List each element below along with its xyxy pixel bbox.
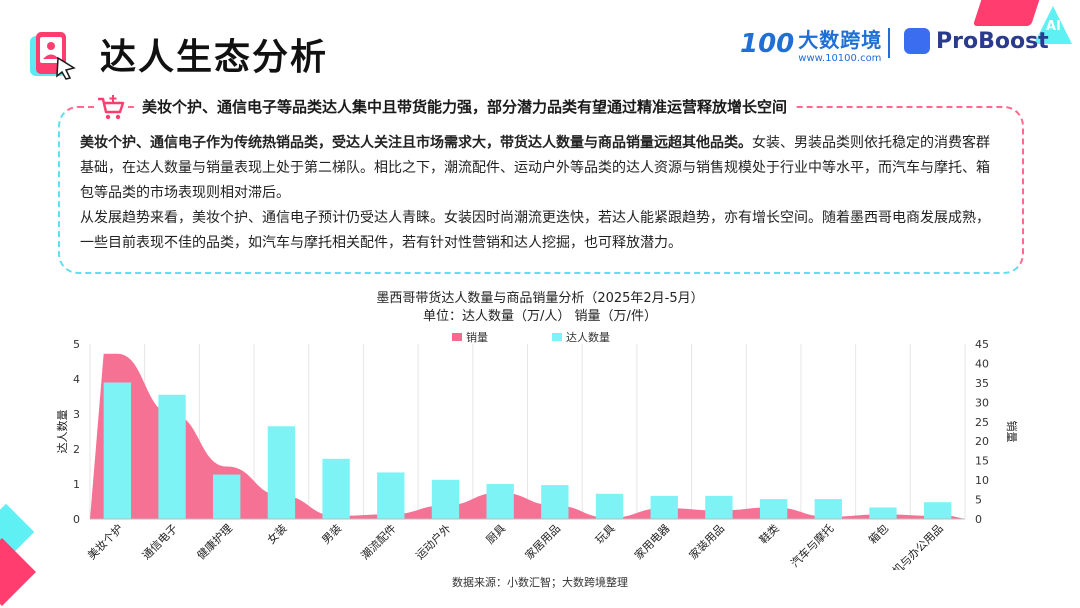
right-tick-label: 30 bbox=[975, 396, 989, 409]
right-tick-label: 20 bbox=[975, 435, 989, 448]
category-label: 健康护理 bbox=[194, 521, 235, 562]
y-axis-right-title: 销量 bbox=[1005, 421, 1019, 443]
left-tick-label: 0 bbox=[73, 513, 80, 526]
proboost-icon bbox=[904, 28, 930, 54]
chart-title: 墨西哥带货达人数量与商品销量分析（2025年2月-5月） bbox=[376, 291, 704, 306]
category-label: 通信电子 bbox=[140, 522, 180, 562]
category-label: 家装用品 bbox=[686, 521, 727, 562]
influencer-bar bbox=[869, 507, 897, 519]
left-tick-label: 2 bbox=[73, 443, 80, 456]
y-axis-title: 达人数量 bbox=[56, 410, 69, 454]
legend-label-influencers: 达人数量 bbox=[566, 331, 610, 344]
category-label: 玩具 bbox=[593, 522, 618, 547]
influencer-bar bbox=[759, 499, 788, 519]
influencer-bar bbox=[103, 382, 132, 519]
influencer-bar bbox=[705, 495, 733, 519]
right-tick-label: 40 bbox=[975, 357, 989, 370]
left-tick-label: 5 bbox=[73, 338, 80, 351]
left-tick-label: 3 bbox=[73, 408, 80, 421]
logo-url: www.10100.com bbox=[798, 53, 882, 64]
right-tick-label: 45 bbox=[975, 338, 989, 351]
category-label: 潮流配件 bbox=[358, 521, 399, 562]
dashujiajing-logo: 100 大数跨境 www.10100.com bbox=[740, 24, 882, 64]
left-tick-label: 4 bbox=[73, 373, 80, 386]
summary-bold-text: 美妆个护、通信电子作为传统热销品类，受达人关注且市场需求大，带货达人数量与商品销… bbox=[80, 135, 752, 151]
influencer-bar bbox=[213, 474, 241, 519]
right-tick-label: 0 bbox=[975, 513, 982, 526]
category-label: 家居用品 bbox=[522, 521, 563, 562]
category-label: 汽车与摩托 bbox=[788, 521, 837, 570]
category-label: 运动户外 bbox=[413, 521, 454, 562]
influencer-bar bbox=[650, 495, 678, 519]
logo-name: 大数跨境 bbox=[798, 28, 883, 52]
right-tick-label: 25 bbox=[975, 416, 989, 429]
influencer-bar bbox=[322, 458, 350, 519]
right-tick-label: 5 bbox=[975, 494, 982, 507]
summary-text-1: 女装、男装品类则依托稳定的消费客群基础，在达人数量与销量表现上处于第二梯队。相比… bbox=[80, 135, 990, 201]
right-tick-label: 10 bbox=[975, 474, 989, 487]
summary-headline: 美妆个护、通信电子等品类达人集中且带货能力强，部分潜力品类有望通过精准运营释放增… bbox=[136, 96, 794, 117]
influencer-phone-icon bbox=[30, 32, 76, 80]
influencer-bar bbox=[923, 502, 952, 519]
summary-text: 美妆个护、通信电子作为传统热销品类，受达人关注且市场需求大，带货达人数量与商品销… bbox=[80, 131, 1000, 256]
category-label: 女装 bbox=[264, 521, 289, 546]
summary-text-2: 从发展趋势来看，美妆个护、通信电子预计仍受达人青睐。女装因时尚潮流更迭快，若达人… bbox=[80, 210, 990, 251]
proboost-name: ProBoost bbox=[936, 28, 1049, 54]
right-tick-label: 35 bbox=[975, 377, 989, 390]
category-label: 箱包 bbox=[866, 521, 891, 546]
influencer-bar bbox=[267, 426, 296, 519]
decor-pink-shape bbox=[972, 0, 1046, 26]
category-label: 美妆个护 bbox=[84, 521, 125, 562]
data-source: 数据来源：小数汇智；大数跨境整理 bbox=[452, 576, 628, 589]
category-label: 鞋类 bbox=[756, 521, 781, 546]
page-title: 达人生态分析 bbox=[100, 37, 329, 78]
legend-swatch-sales bbox=[452, 333, 462, 341]
legend-swatch-influencers bbox=[552, 333, 562, 341]
influencer-bar bbox=[486, 484, 514, 519]
category-label: 厨具 bbox=[484, 522, 509, 547]
left-tick-label: 1 bbox=[73, 478, 80, 491]
legend-label-sales: 销量 bbox=[466, 330, 488, 344]
proboost-logo: ProBoost bbox=[904, 28, 1049, 54]
right-tick-label: 15 bbox=[975, 455, 989, 468]
category-label: 男装 bbox=[319, 522, 344, 547]
influencer-bar bbox=[377, 472, 405, 519]
influencer-bar bbox=[595, 493, 624, 519]
chart-subtitle: 单位：达人数量（万/人） 销量（万/件） bbox=[423, 309, 657, 324]
influencer-bar bbox=[541, 485, 569, 519]
category-label: 家用电器 bbox=[631, 521, 672, 562]
logo-mark: 100 bbox=[740, 29, 795, 59]
shopping-cart-icon bbox=[96, 94, 126, 122]
influencer-bar bbox=[814, 499, 842, 519]
influencer-bar bbox=[431, 479, 460, 519]
logo-divider bbox=[888, 28, 890, 58]
influencer-bar bbox=[158, 394, 186, 519]
